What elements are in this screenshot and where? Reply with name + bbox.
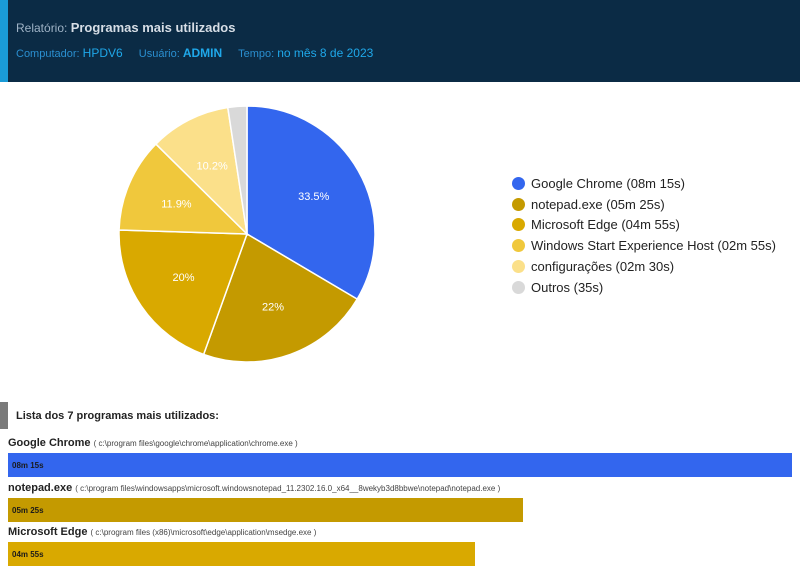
computer-label: Computador: [16,48,80,60]
program-name-line: Microsoft Edge ( c:\program files (x86)\… [8,526,475,538]
program-name-line: Google Chrome ( c:\program files\google\… [8,437,792,449]
pie-slice-label: 33.5% [298,191,329,203]
program-usage-bar: 05m 25s [8,498,523,522]
program-path: ( c:\program files (x86)\microsoft\edge\… [90,528,317,537]
program-name: Microsoft Edge [8,526,91,538]
pie-chart: 33.5% 22% 20% 11.9% 10.2% [118,105,376,363]
report-label: Relatório: [16,21,68,35]
pie-slice[interactable] [226,105,248,235]
report-title: Programas mais utilizados [70,20,236,35]
legend-item[interactable]: notepad.exe (05m 25s) [512,194,776,215]
report-meta-line: Computador: HPDV6 Usuário: ADMIN Tempo: … [16,46,373,60]
time-value: no mês 8 de 2023 [277,46,374,60]
legend-swatch [512,239,525,253]
program-name: Google Chrome [8,437,94,449]
legend-item[interactable]: configurações (02m 30s) [512,256,776,277]
program-item: notepad.exe ( c:\program files\windowsap… [8,482,523,522]
legend-label: configurações (02m 30s) [531,259,675,275]
program-usage-bar: 04m 55s [8,542,475,566]
user-value: ADMIN [182,46,223,60]
program-path: ( c:\program files\google\chrome\applica… [93,439,298,448]
legend-swatch [512,218,525,232]
pie-slice[interactable] [118,229,249,356]
legend-item[interactable]: Outros (35s) [512,277,776,298]
program-item: Google Chrome ( c:\program files\google\… [8,437,792,477]
legend-item[interactable]: Windows Start Experience Host (02m 55s) [512,235,776,256]
program-name: notepad.exe [8,482,76,494]
report-title-line: Relatório: Programas mais utilizados [16,20,235,35]
legend-label: Windows Start Experience Host (02m 55s) [531,238,776,254]
report-header: Relatório: Programas mais utilizados Com… [0,0,800,82]
legend-swatch [512,260,525,274]
legend-label: Google Chrome (08m 15s) [531,175,685,191]
pie-slice[interactable] [246,105,376,301]
legend-label: notepad.exe (05m 25s) [531,196,665,212]
time-label: Tempo: [238,48,275,60]
computer-value: HPDV6 [82,46,123,60]
legend-label: Outros (35s) [531,279,604,295]
pie-slice-label: 22% [262,301,284,313]
legend-item[interactable]: Microsoft Edge (04m 55s) [512,215,776,236]
pie-slice[interactable] [118,143,249,235]
list-heading-text: Lista dos 7 programas mais utilizados: [16,410,219,422]
user-label: Usuário: [138,48,180,60]
program-usage-bar: 08m 15s [8,453,792,477]
header-accent-bar [0,0,8,82]
program-item: Microsoft Edge ( c:\program files (x86)\… [8,526,475,566]
legend-swatch [512,176,525,190]
pie-slice-label: 20% [172,272,194,284]
legend-label: Microsoft Edge (04m 55s) [531,217,680,233]
pie-slice[interactable] [202,232,359,363]
program-name-line: notepad.exe ( c:\program files\windowsap… [8,482,523,494]
pie-slice[interactable] [154,106,249,237]
list-heading: Lista dos 7 programas mais utilizados: [0,402,300,429]
pie-slice-label: 11.9% [161,199,192,211]
legend-swatch [512,197,525,211]
legend-swatch [512,280,525,294]
list-heading-marker [0,402,8,429]
pie-slice-label: 10.2% [197,161,228,173]
program-path: ( c:\program files\windowsapps\microsoft… [75,484,501,493]
legend-item[interactable]: Google Chrome (08m 15s) [512,173,776,194]
chart-legend: Google Chrome (08m 15s) notepad.exe (05m … [512,173,776,298]
